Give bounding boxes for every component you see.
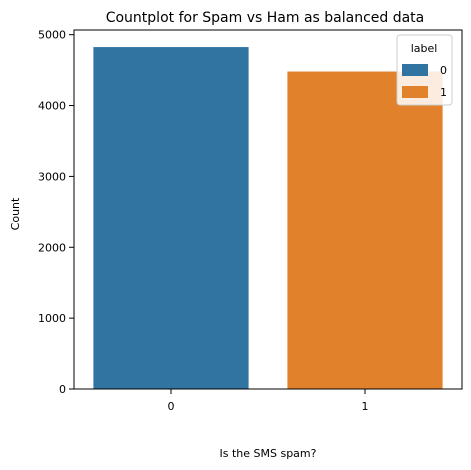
- y-tick-label: 1000: [38, 312, 66, 325]
- legend-entries: 01: [402, 64, 447, 99]
- plot-area: [73, 29, 463, 390]
- bar-0: [93, 47, 249, 389]
- plot-frame: [73, 29, 463, 390]
- legend-swatch-0: [402, 64, 428, 76]
- y-tick-label: 0: [59, 383, 66, 396]
- x-tick-label: 1: [362, 400, 369, 413]
- y-tick-label: 2000: [38, 241, 66, 254]
- y-axis-label: Count: [9, 197, 22, 230]
- y-tick-label: 4000: [38, 100, 66, 113]
- legend-swatch-1: [402, 86, 428, 98]
- y-tick-label: 5000: [38, 29, 66, 42]
- x-tick-label: 0: [168, 400, 175, 413]
- x-axis-label: Is the SMS spam?: [220, 447, 317, 460]
- legend: label 01: [396, 34, 453, 106]
- legend-label-1: 1: [440, 86, 447, 99]
- chart-title: Countplot for Spam vs Ham as balanced da…: [106, 10, 425, 26]
- y-tick-label: 3000: [38, 170, 66, 183]
- bar-1: [287, 71, 443, 390]
- y-axis: 0 1000 2000 3000 4000 5000: [38, 29, 74, 396]
- legend-title: label: [411, 42, 438, 55]
- legend-label-0: 0: [440, 64, 447, 77]
